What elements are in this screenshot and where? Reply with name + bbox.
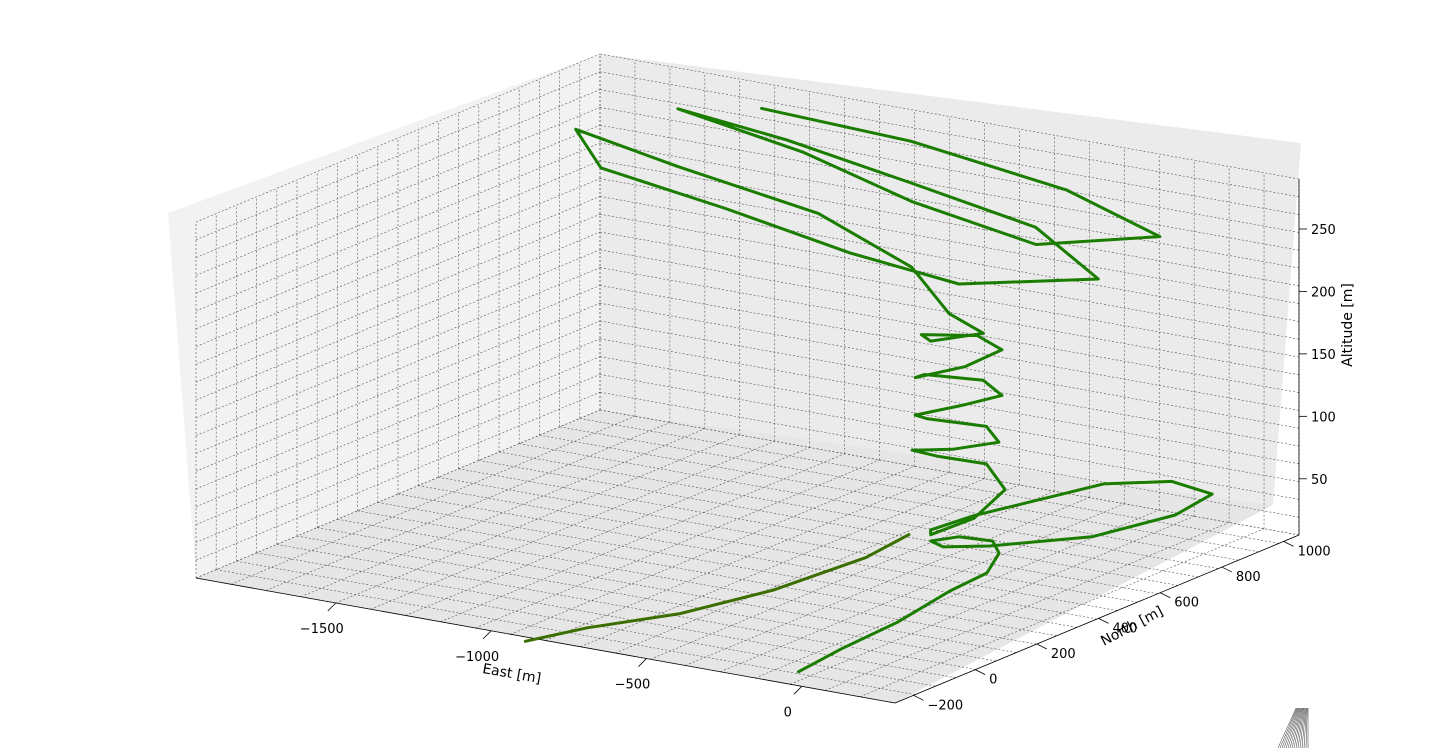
leftwall-gridline-z: [195, 213, 601, 383]
fringe-line: [1277, 707, 1297, 749]
fringe-line: [1281, 707, 1298, 749]
fringe-line: [1305, 707, 1308, 749]
fringe-line: [1299, 707, 1306, 749]
fringe-line: [1301, 707, 1306, 749]
y-tick-label: −200: [928, 698, 964, 713]
fringe-line: [1291, 707, 1302, 749]
y-tick-label: 800: [1236, 570, 1261, 585]
x-tick-mark: [482, 630, 492, 640]
floor-gridline-x: [440, 453, 845, 623]
floor-gridline-x: [300, 428, 705, 598]
floor-gridline-x: [650, 490, 1055, 660]
floor-gridline-x: [545, 472, 950, 641]
tick-labels: −1500 −1000 −500 0 −200 0 200 400 600 800 1000 50 10…: [300, 223, 1336, 720]
x-tick-label: −1000: [455, 650, 499, 665]
z-tick-label: 200: [1311, 285, 1336, 300]
leftwall-gridline-z: [195, 178, 601, 347]
x-axis-label: East [m]: [481, 661, 542, 687]
fringe-line: [1285, 707, 1300, 749]
leftwall-gridline-z: [195, 71, 601, 241]
leftwall-gridline-z: [195, 53, 601, 223]
x-tick-mark: [793, 686, 803, 695]
back-wall-pane: [600, 54, 1301, 505]
x-tick-mark: [638, 658, 647, 667]
floor-gridline-x: [265, 422, 671, 591]
leftwall-gridline-z: [195, 338, 601, 508]
y-tick-label: 0: [989, 673, 997, 688]
y-tick-mark: [1160, 592, 1171, 599]
x-axis-line: [195, 577, 896, 704]
y-tick-label: 1000: [1298, 544, 1331, 559]
floor-gridline-x: [615, 484, 1020, 654]
fringe-line: [1293, 707, 1303, 749]
y-tick-mark: [1036, 643, 1048, 650]
fringe-line: [1279, 707, 1298, 749]
floor-gridline-x: [685, 497, 1090, 666]
y-axis-label: North [m]: [1098, 603, 1166, 649]
fringe-line: [1289, 707, 1302, 749]
fringe-line: [1287, 707, 1301, 749]
floor-gridline-x: [370, 440, 775, 610]
y-tick-mark: [913, 694, 924, 701]
trajectory-line-2: [523, 533, 911, 643]
leftwall-gridline-z: [195, 302, 601, 472]
x-tick-label: −500: [615, 678, 651, 693]
axis-lines: [195, 179, 1300, 704]
leftwall-gridline-z: [195, 374, 601, 543]
floor-gridline-x: [230, 415, 636, 585]
z-axis-label: Altitude [m]: [1340, 283, 1356, 367]
leftwall-gridline-z: [195, 160, 601, 330]
leftwall-gridline-z: [195, 391, 601, 561]
y-tick-mark: [1098, 618, 1109, 624]
y-tick-label: 200: [1051, 647, 1076, 662]
z-tick-label: 50: [1311, 473, 1328, 488]
z-tick-label: 250: [1311, 223, 1336, 238]
leftwall-gridline-z: [195, 124, 601, 294]
floor-gridline-x: [720, 503, 1125, 673]
x-tick-mark: [327, 602, 337, 612]
leftwall-gridline-z: [195, 231, 601, 401]
trajectory-series: [523, 106, 1214, 674]
y-tick-mark: [975, 669, 986, 676]
x-tick-label: −1500: [300, 622, 344, 637]
z-tick-label: 100: [1311, 410, 1336, 425]
fringe-line: [1297, 707, 1305, 749]
leftwall-gridline-z: [195, 196, 601, 365]
leftwall-gridline-z: [195, 285, 601, 454]
y-axis-line: [894, 534, 1300, 704]
leftwall-gridline-z: [195, 356, 601, 525]
leftwall-gridline-z: [195, 409, 601, 579]
grid-lines: [195, 53, 1300, 704]
y-tick-mark: [1283, 541, 1294, 547]
y-tick-label: 400: [1113, 621, 1138, 636]
fringe-line: [1283, 707, 1299, 749]
x-tick-label: 0: [784, 705, 792, 720]
fringe-line: [1303, 707, 1307, 749]
fringe-line: [1295, 707, 1304, 749]
floor-pane: [196, 410, 1273, 703]
floor-gridline-x: [824, 522, 1230, 691]
floor-gridline-x: [859, 528, 1265, 698]
leftwall-gridline-z: [195, 89, 601, 258]
leftwall-gridline-z: [195, 320, 601, 490]
leftwall-gridline-z: [195, 249, 601, 419]
floor-gridline-x: [790, 515, 1195, 685]
floor-gridline-x: [510, 465, 915, 635]
leftwall-gridline-z: [195, 142, 601, 312]
leftwall-gridline-z: [195, 267, 601, 436]
z-tick-label: 150: [1311, 348, 1336, 363]
floor-gridline-x: [405, 447, 810, 616]
floor-gridline-x: [335, 434, 740, 604]
leftwall-gridline-z: [195, 107, 601, 276]
left-wall-pane: [168, 54, 600, 578]
y-tick-label: 600: [1174, 596, 1199, 611]
y-tick-mark: [1221, 566, 1233, 573]
corner-fringe: [1277, 707, 1309, 749]
floor-gridline-x: [475, 459, 880, 629]
trajectory-line-1: [574, 106, 1214, 674]
